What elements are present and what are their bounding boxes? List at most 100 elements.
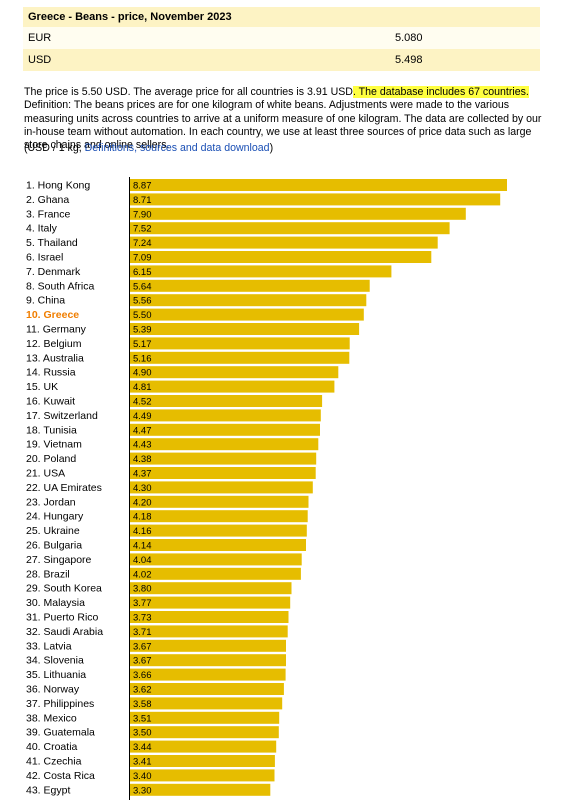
bar xyxy=(130,582,292,595)
description-part1: The price is 5.50 USD. The average price… xyxy=(24,86,353,98)
category-label: 26. Bulgaria xyxy=(26,540,82,552)
value-label: 4.16 xyxy=(133,526,152,537)
value-label: 4.38 xyxy=(133,454,152,465)
bar xyxy=(130,639,286,652)
value-label: 5.56 xyxy=(133,296,152,307)
category-label: 4. Italy xyxy=(26,223,58,235)
price-table: Greece - Beans - price, November 2023 EU… xyxy=(23,7,540,71)
category-label: 21. USA xyxy=(26,468,65,480)
category-label: 34. Slovenia xyxy=(26,655,84,667)
value-label: 5.17 xyxy=(133,339,152,350)
bar xyxy=(130,265,392,278)
category-label: 32. Saudi Arabia xyxy=(26,626,103,638)
category-label: 36. Norway xyxy=(26,684,80,696)
category-label: 40. Croatia xyxy=(26,741,78,753)
definitions-link[interactable]: Definitions, sources and data download xyxy=(84,142,270,154)
value-label: 3.77 xyxy=(133,598,152,609)
category-label: 37. Philippines xyxy=(26,698,94,710)
value-label: 4.52 xyxy=(133,397,152,408)
value-label: 3.67 xyxy=(133,641,152,652)
bar xyxy=(130,697,283,710)
description-highlight: . The database includes 67 countries. xyxy=(352,86,529,98)
category-label: 24. Hungary xyxy=(26,511,84,523)
value-label: 7.90 xyxy=(133,209,152,220)
bar xyxy=(130,683,284,695)
table-row: EUR 5.080 xyxy=(23,27,540,49)
units-suffix: ) xyxy=(269,142,274,154)
category-label: 14. Russia xyxy=(26,367,76,379)
bar xyxy=(130,510,308,523)
category-label: 18. Tunisia xyxy=(26,424,77,436)
bar xyxy=(130,495,309,508)
units-line: (USD / 1 kg, Definitions, sources and da… xyxy=(24,142,273,154)
category-label: 2. Ghana xyxy=(26,194,69,206)
bar xyxy=(130,596,291,609)
value-label: 5.64 xyxy=(133,281,152,292)
category-label: 31. Puerto Rico xyxy=(26,612,99,624)
value-label: 4.49 xyxy=(133,411,152,422)
value-label: 3.30 xyxy=(133,785,152,796)
category-label: 28. Brazil xyxy=(26,568,70,580)
category-label: 11. Germany xyxy=(26,324,87,336)
bar xyxy=(130,481,313,494)
category-label: 13. Australia xyxy=(26,352,84,364)
value-label: 4.20 xyxy=(133,497,152,508)
category-label: 1. Hong Kong xyxy=(26,180,90,192)
table-row: USD 5.498 xyxy=(23,49,540,71)
value-label: 4.37 xyxy=(133,469,152,480)
category-label: 27. Singapore xyxy=(26,554,92,566)
description-part2: Definition: The beans prices are for one… xyxy=(24,99,542,152)
category-label: 30. Malaysia xyxy=(26,597,85,609)
value-label: 3.62 xyxy=(133,685,152,696)
bar xyxy=(130,611,289,623)
category-label: 10. Greece xyxy=(26,309,79,321)
price-table-title: Greece - Beans - price, November 2023 xyxy=(23,7,540,27)
category-label: 6. Israel xyxy=(26,252,63,264)
value-label: 4.47 xyxy=(133,425,152,436)
bar xyxy=(130,452,317,465)
category-label: 41. Czechia xyxy=(26,756,82,768)
value-label: 8.87 xyxy=(133,181,152,192)
value-label: 4.14 xyxy=(133,541,152,552)
value-label: 3.71 xyxy=(133,627,152,638)
value-label: 7.24 xyxy=(133,238,152,249)
value-label: 4.18 xyxy=(133,512,152,523)
bar xyxy=(130,236,438,249)
bar xyxy=(130,193,501,206)
bar xyxy=(130,438,319,451)
category-label: 17. Switzerland xyxy=(26,410,98,422)
value-label: 5.39 xyxy=(133,325,152,336)
value-label: 3.41 xyxy=(133,757,152,768)
value-label: 3.73 xyxy=(133,613,152,624)
value-label: 4.43 xyxy=(133,440,152,451)
value-label: 4.04 xyxy=(133,555,152,566)
bar xyxy=(130,567,301,580)
value-label: 3.44 xyxy=(133,742,152,753)
bar xyxy=(130,423,320,436)
value-label: 8.71 xyxy=(133,195,152,206)
bar xyxy=(130,654,286,667)
currency-label: USD xyxy=(23,49,395,71)
value-label: 4.81 xyxy=(133,382,152,393)
category-label: 3. France xyxy=(26,208,71,220)
category-label: 22. UA Emirates xyxy=(26,482,102,494)
value-label: 6.15 xyxy=(133,267,152,278)
bar xyxy=(130,279,370,292)
bar xyxy=(130,740,277,753)
bar xyxy=(130,294,367,307)
bar xyxy=(130,251,432,263)
bar xyxy=(130,726,279,739)
category-label: 5. Thailand xyxy=(26,237,78,249)
category-label: 19. Vietnam xyxy=(26,439,82,451)
value-label: 4.02 xyxy=(133,569,152,580)
bar xyxy=(130,539,306,551)
category-label: 29. South Korea xyxy=(26,583,102,595)
currency-value: 5.498 xyxy=(395,49,540,71)
value-label: 7.09 xyxy=(133,253,152,264)
bar xyxy=(130,351,350,364)
bar xyxy=(130,625,288,638)
value-label: 7.52 xyxy=(133,224,152,235)
value-label: 4.30 xyxy=(133,483,152,494)
bar xyxy=(130,755,275,767)
value-label: 3.66 xyxy=(133,670,152,681)
